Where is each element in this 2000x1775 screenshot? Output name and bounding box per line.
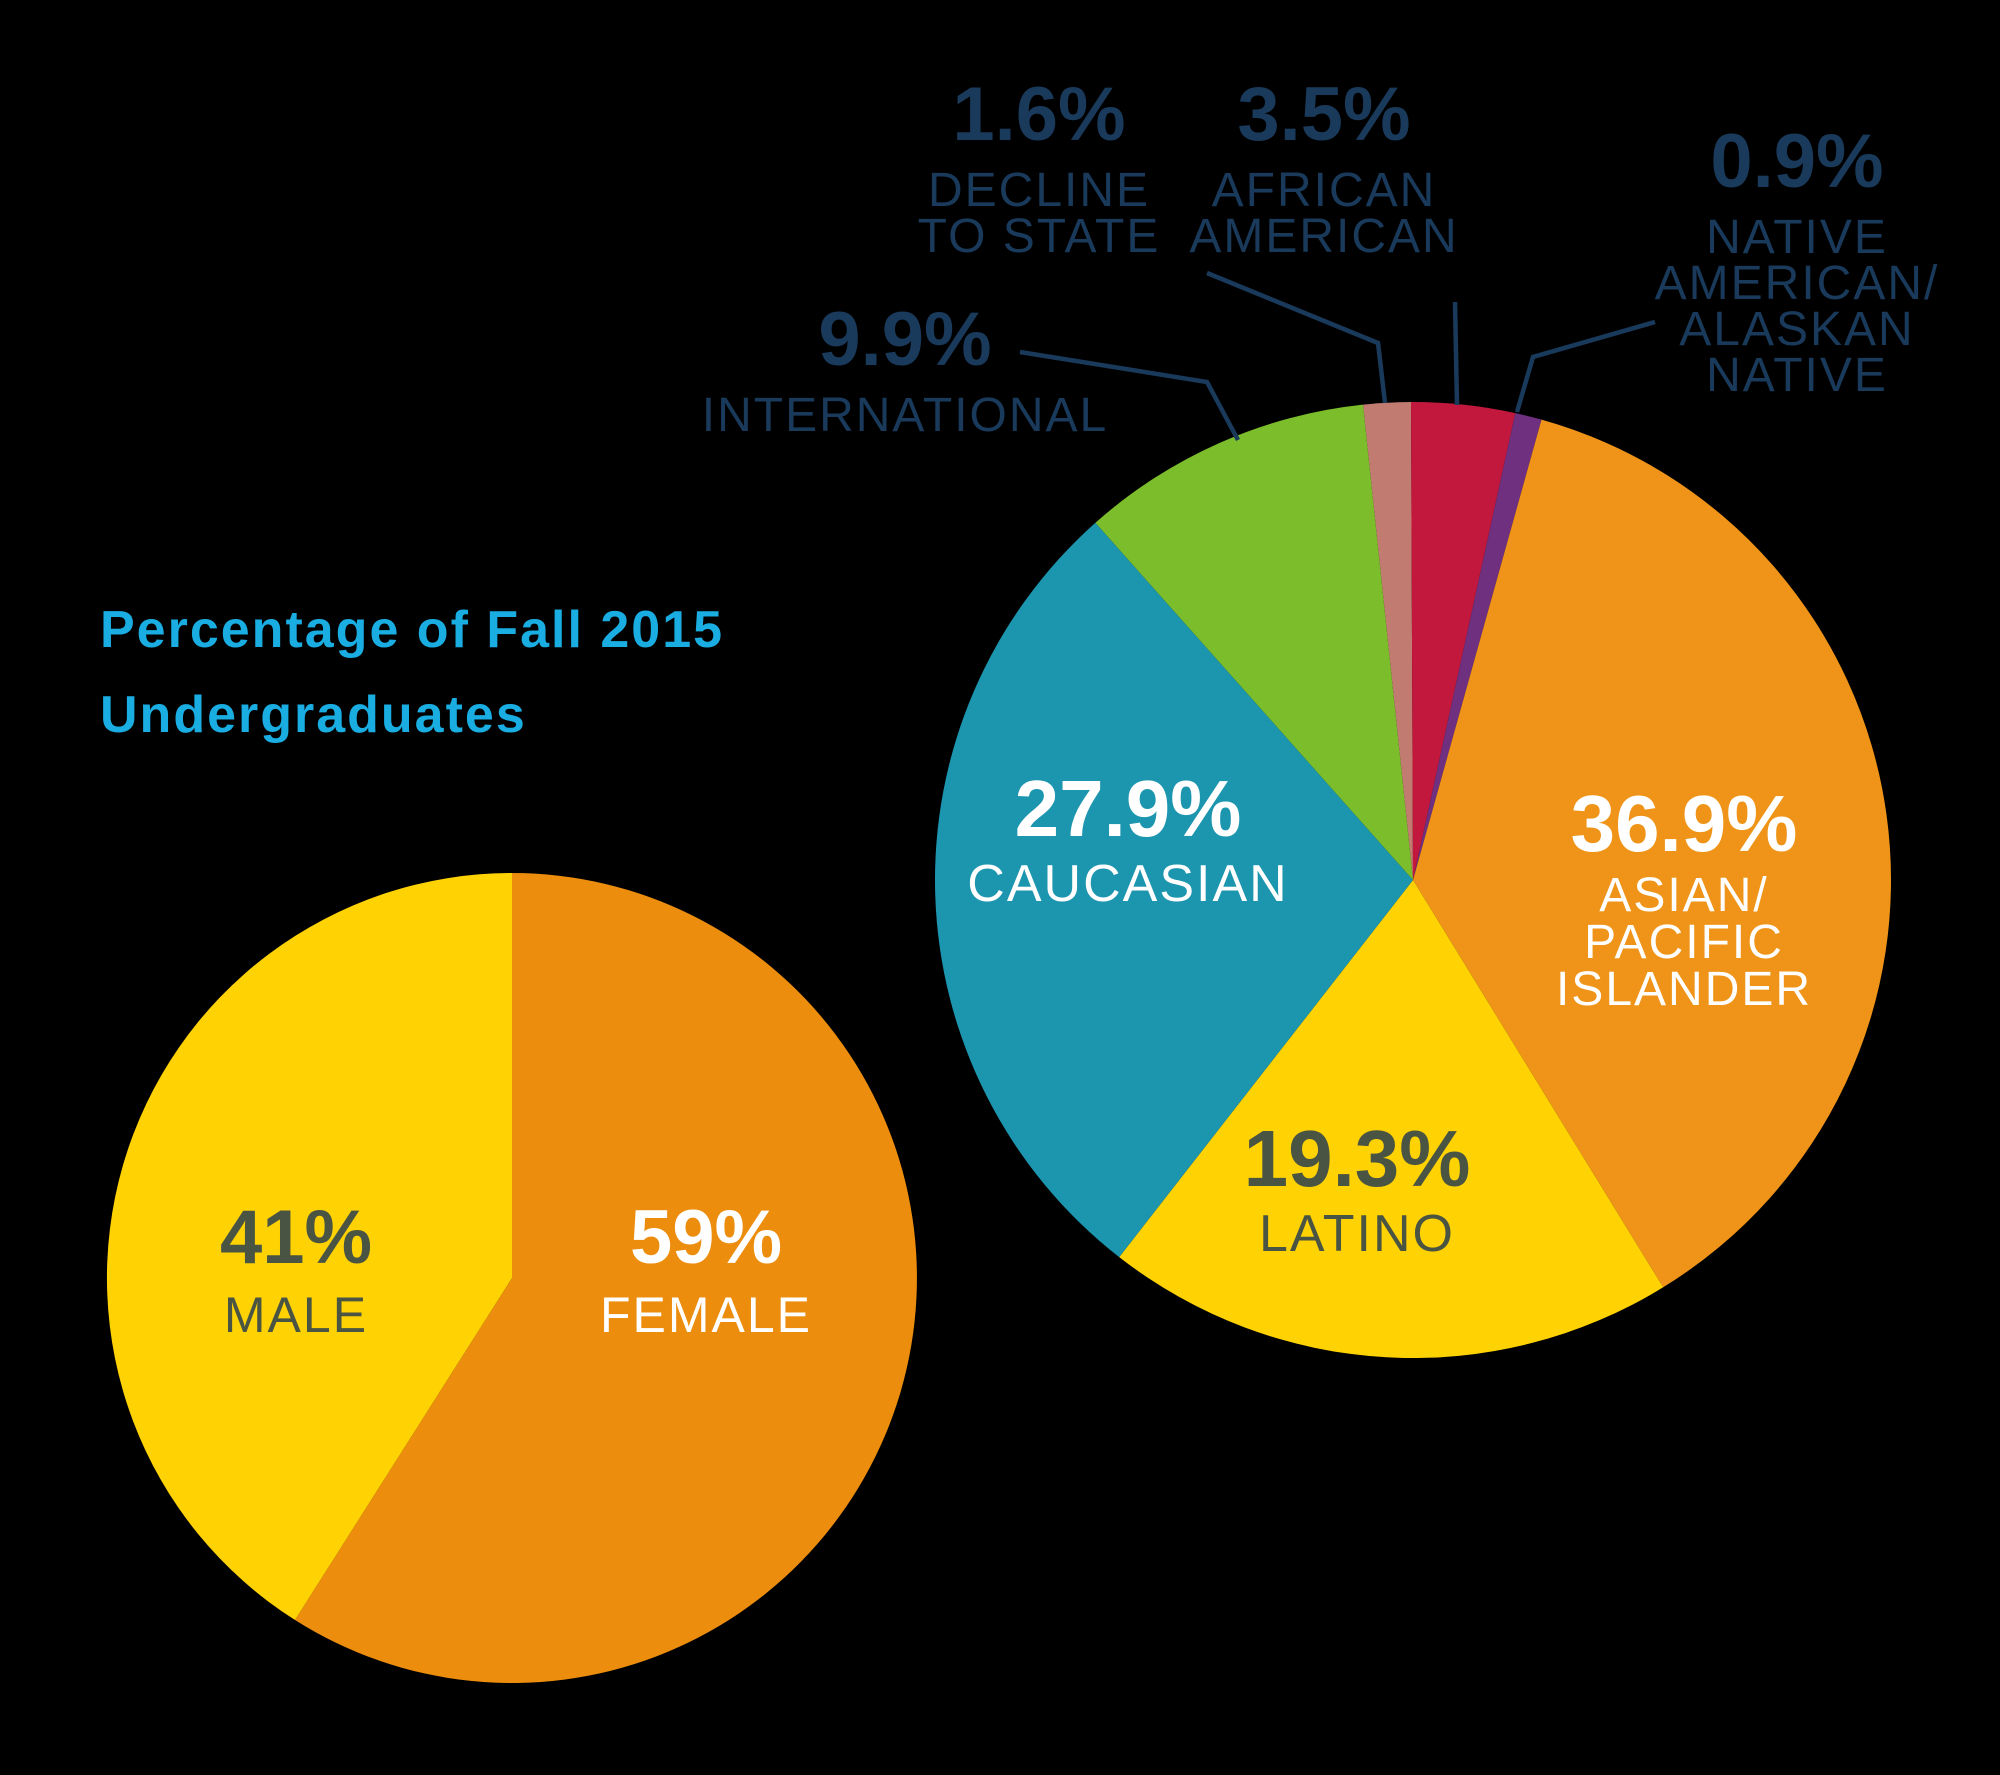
- label-caucasian: 27.9% CAUCASIAN: [967, 764, 1289, 914]
- pie-slice-native-american-alaskan-native: [1413, 413, 1542, 880]
- label-decline-to-state: 1.6% DECLINE TO STATE: [917, 72, 1161, 263]
- male-label: MALE: [223, 1287, 369, 1343]
- ethnicity-pie: [934, 401, 1892, 1359]
- chart-title-line1: Percentage of Fall 2015: [100, 601, 725, 659]
- decline-to-state-value: 1.6%: [952, 72, 1126, 157]
- gender-pie: [106, 873, 917, 1684]
- decline-to-state-label-line1: DECLINE: [927, 164, 1151, 217]
- label-female: 59% FEMALE: [599, 1195, 813, 1343]
- pie-slice-female: [295, 873, 917, 1684]
- native-american-label-line1: NATIVE: [1706, 211, 1888, 264]
- label-native-american: 0.9% NATIVE AMERICAN/ ALASKAN NATIVE: [1654, 119, 1940, 402]
- chart-title: Percentage of Fall 2015 Undergraduates: [100, 588, 724, 758]
- label-latino: 19.3% LATINO: [1243, 1114, 1471, 1264]
- african-american-label-line2: AMERICAN: [1189, 210, 1459, 263]
- asian-pacific-islander-label-line1: ASIAN/: [1599, 869, 1769, 922]
- pie-slice-international: [1095, 404, 1413, 880]
- pie-slice-decline-to-state: [1363, 402, 1413, 880]
- caucasian-label: CAUCASIAN: [967, 855, 1289, 913]
- pie-slice-latino: [1119, 880, 1664, 1359]
- chart-title-line2: Undergraduates: [100, 686, 527, 744]
- leader-line-native-american: [1514, 319, 1656, 413]
- asian-pacific-islander-label-line2: PACIFIC: [1584, 916, 1784, 969]
- latino-label: LATINO: [1259, 1205, 1455, 1263]
- latino-value: 19.3%: [1243, 1114, 1471, 1203]
- pie-slice-african-american: [1411, 401, 1516, 880]
- male-value: 41%: [219, 1195, 373, 1280]
- native-american-value: 0.9%: [1710, 119, 1884, 204]
- asian-pacific-islander-value: 36.9%: [1570, 779, 1798, 868]
- leader-line-international: [1019, 349, 1240, 442]
- decline-to-state-label-line2: TO STATE: [917, 210, 1161, 263]
- female-value: 59%: [629, 1195, 783, 1280]
- african-american-value: 3.5%: [1237, 72, 1411, 157]
- label-asian-pacific-islander: 36.9% ASIAN/ PACIFIC ISLANDER: [1555, 779, 1813, 1016]
- leader-line-african-american: [1452, 301, 1460, 406]
- female-label: FEMALE: [599, 1287, 813, 1343]
- label-african-american: 3.5% AFRICAN AMERICAN: [1189, 72, 1459, 263]
- international-value: 9.9%: [818, 297, 992, 382]
- pie-slice-asian-pacific-islander: [1413, 419, 1892, 1288]
- label-international: 9.9% INTERNATIONAL: [701, 297, 1109, 442]
- native-american-label-line2: AMERICAN/: [1654, 257, 1940, 310]
- leader-line-decline-to-state: [1206, 270, 1388, 404]
- pie-slice-male: [106, 873, 512, 1620]
- pie-slice-caucasian: [934, 522, 1413, 1258]
- label-male: 41% MALE: [219, 1195, 373, 1343]
- african-american-label-line1: AFRICAN: [1211, 164, 1437, 217]
- native-american-label-line4: NATIVE: [1706, 349, 1888, 402]
- native-american-label-line3: ALASKAN: [1679, 303, 1915, 356]
- international-label: INTERNATIONAL: [701, 389, 1109, 442]
- asian-pacific-islander-label-line3: ISLANDER: [1555, 963, 1813, 1016]
- caucasian-value: 27.9%: [1014, 764, 1242, 853]
